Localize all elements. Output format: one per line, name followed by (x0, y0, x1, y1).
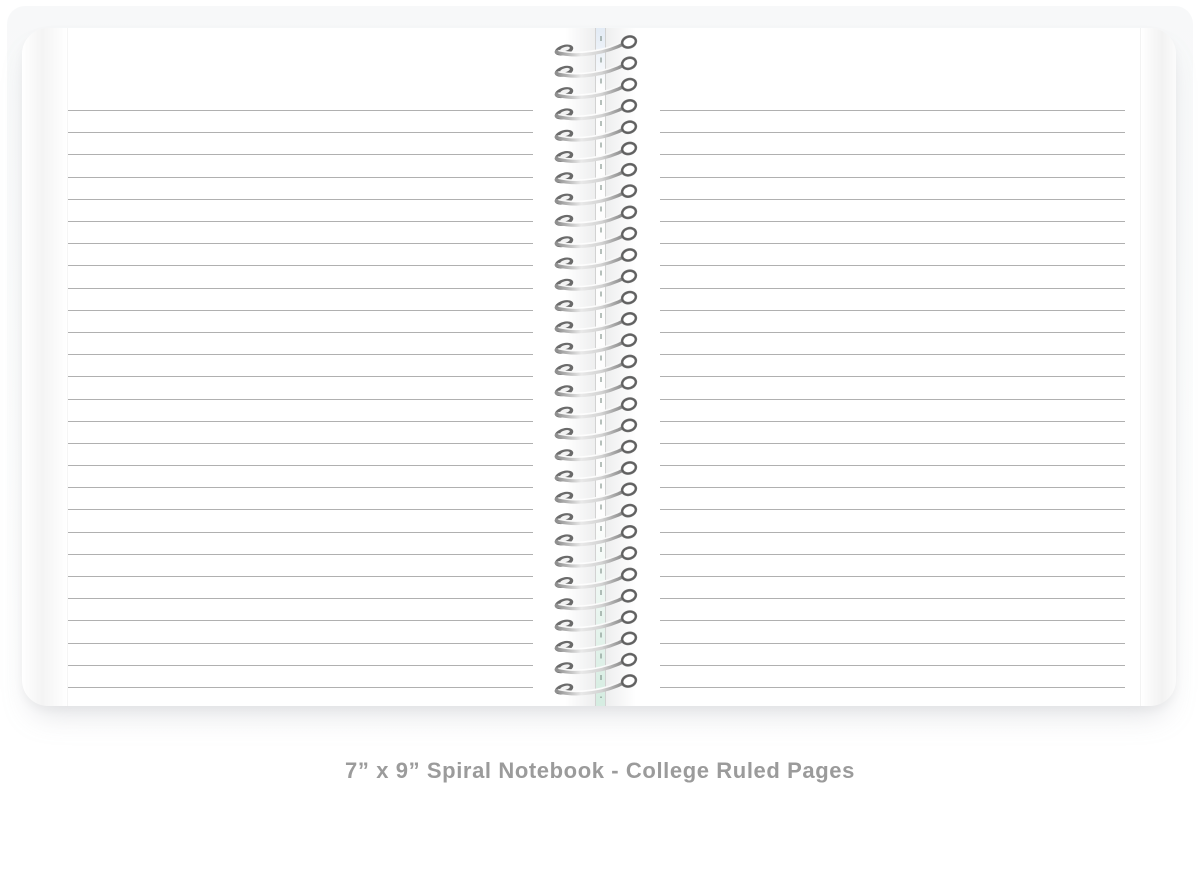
ruled-line (660, 598, 1125, 600)
binding-gutter (595, 28, 606, 706)
binding-coil (553, 525, 637, 548)
ruled-line (68, 309, 533, 311)
ruled-line (68, 376, 533, 378)
binding-coil (553, 376, 637, 399)
binding-coil (553, 141, 637, 164)
ruled-line (68, 243, 533, 245)
ruled-line (68, 487, 533, 489)
ruled-line (68, 154, 533, 156)
ruled-line (660, 509, 1125, 511)
ruled-line (660, 354, 1125, 356)
ruled-line (68, 265, 533, 267)
ruled-line (68, 465, 533, 467)
ruled-line (660, 576, 1125, 578)
ruled-line (68, 198, 533, 200)
ruled-line (660, 198, 1125, 200)
ruled-line (68, 687, 533, 688)
binding-coil (553, 312, 637, 335)
binding-coil (553, 205, 637, 228)
ruled-line (660, 664, 1125, 666)
ruled-line (68, 531, 533, 533)
ruled-line (660, 420, 1125, 422)
ruled-line (68, 110, 533, 111)
ruled-line (68, 420, 533, 422)
ruled-line (660, 243, 1125, 245)
ruled-line (68, 442, 533, 444)
binding-coil (553, 631, 637, 654)
ruled-line (660, 154, 1125, 156)
ruled-line (660, 531, 1125, 533)
ruled-line (68, 642, 533, 644)
ruled-line (68, 287, 533, 289)
ruled-line (660, 465, 1125, 467)
ruled-line (660, 376, 1125, 378)
ruled-line (68, 576, 533, 578)
binding-coil (553, 610, 637, 633)
ruled-line (660, 265, 1125, 267)
ruled-line (660, 220, 1125, 222)
ruled-line (660, 398, 1125, 400)
ruled-line (660, 132, 1125, 134)
ruled-line (68, 598, 533, 600)
ruled-line (660, 287, 1125, 289)
binding-coil (553, 567, 637, 590)
product-caption: 7” x 9” Spiral Notebook - College Ruled … (345, 758, 855, 783)
ruled-line (68, 176, 533, 178)
ruled-line (660, 442, 1125, 444)
binding-coil (553, 269, 637, 292)
spiral-notebook (22, 28, 1176, 706)
binding-coil (553, 674, 637, 697)
binding-coil (553, 120, 637, 143)
binding-coil (553, 354, 637, 377)
ruled-line (68, 553, 533, 555)
binding-coil (553, 35, 637, 58)
spiral-binding (548, 34, 648, 698)
binding-coil (553, 503, 637, 526)
binding-coil (553, 418, 637, 441)
left-page-ruling (68, 110, 533, 688)
ruled-line (660, 553, 1125, 555)
binding-coil (553, 482, 637, 505)
right-cover-edge (1140, 28, 1176, 706)
binding-coil (553, 163, 637, 186)
ruled-line (660, 309, 1125, 311)
ruled-line (68, 331, 533, 333)
binding-coil (553, 652, 637, 675)
right-page-ruling (660, 110, 1125, 688)
binding-coil (553, 290, 637, 313)
ruled-line (68, 220, 533, 222)
ruled-line (660, 110, 1125, 111)
ruled-line (660, 687, 1125, 688)
binding-coil (553, 99, 637, 122)
ruled-line (660, 331, 1125, 333)
left-cover-edge (22, 28, 68, 706)
binding-coil (553, 56, 637, 79)
binding-coil (553, 333, 637, 356)
binding-coil (553, 439, 637, 462)
binding-coil (553, 589, 637, 612)
binding-coil (553, 546, 637, 569)
ruled-line (660, 620, 1125, 622)
binding-coil (553, 461, 637, 484)
ruled-line (660, 176, 1125, 178)
ruled-line (68, 132, 533, 134)
ruled-line (68, 620, 533, 622)
ruled-line (68, 509, 533, 511)
binding-coil (553, 226, 637, 249)
ruled-line (68, 354, 533, 356)
binding-coil (553, 77, 637, 100)
binding-coil (553, 184, 637, 207)
binding-coil (553, 397, 637, 420)
ruled-line (660, 642, 1125, 644)
ruled-line (660, 487, 1125, 489)
ruled-line (68, 398, 533, 400)
ruled-line (68, 664, 533, 666)
binding-coil (553, 248, 637, 271)
